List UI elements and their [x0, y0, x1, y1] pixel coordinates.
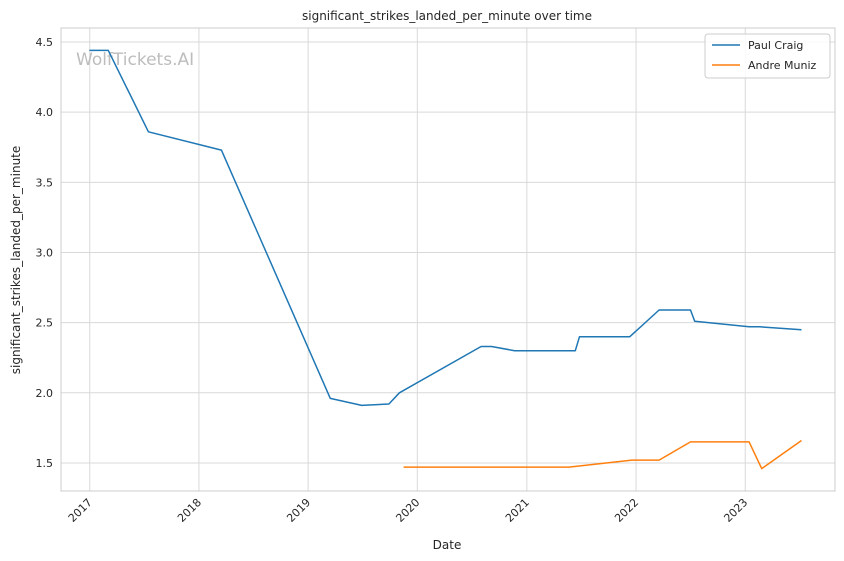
y-tick-label: 2.0 — [36, 387, 54, 400]
legend-label-paul-craig: Paul Craig — [748, 39, 803, 52]
y-tick-labels: 1.5 2.0 2.5 3.0 3.5 4.0 4.5 — [36, 36, 54, 470]
series-line-1 — [89, 49, 802, 407]
chart-title: significant_strikes_landed_per_minute ov… — [302, 9, 592, 23]
y-tick-label: 3.0 — [36, 246, 54, 259]
series-line-2 — [403, 439, 802, 470]
y-tick-label: 1.5 — [36, 457, 54, 470]
grid-lines — [61, 28, 835, 491]
y-tick-label: 4.5 — [36, 36, 54, 49]
plot-area-border — [60, 27, 836, 492]
series-layer — [89, 49, 802, 470]
x-axis-title: Date — [433, 538, 462, 552]
y-axis-title: significant_strikes_landed_per_minute — [9, 146, 23, 375]
legend-label-andre-muniz: Andre Muniz — [748, 59, 817, 72]
watermark-text: WolfTickets.AI — [76, 50, 194, 70]
y-tick-label: 3.5 — [36, 176, 54, 189]
legend: Paul Craig Andre Muniz — [704, 33, 831, 79]
y-tick-label: 4.0 — [36, 106, 54, 119]
y-tick-label: 2.5 — [36, 317, 54, 330]
